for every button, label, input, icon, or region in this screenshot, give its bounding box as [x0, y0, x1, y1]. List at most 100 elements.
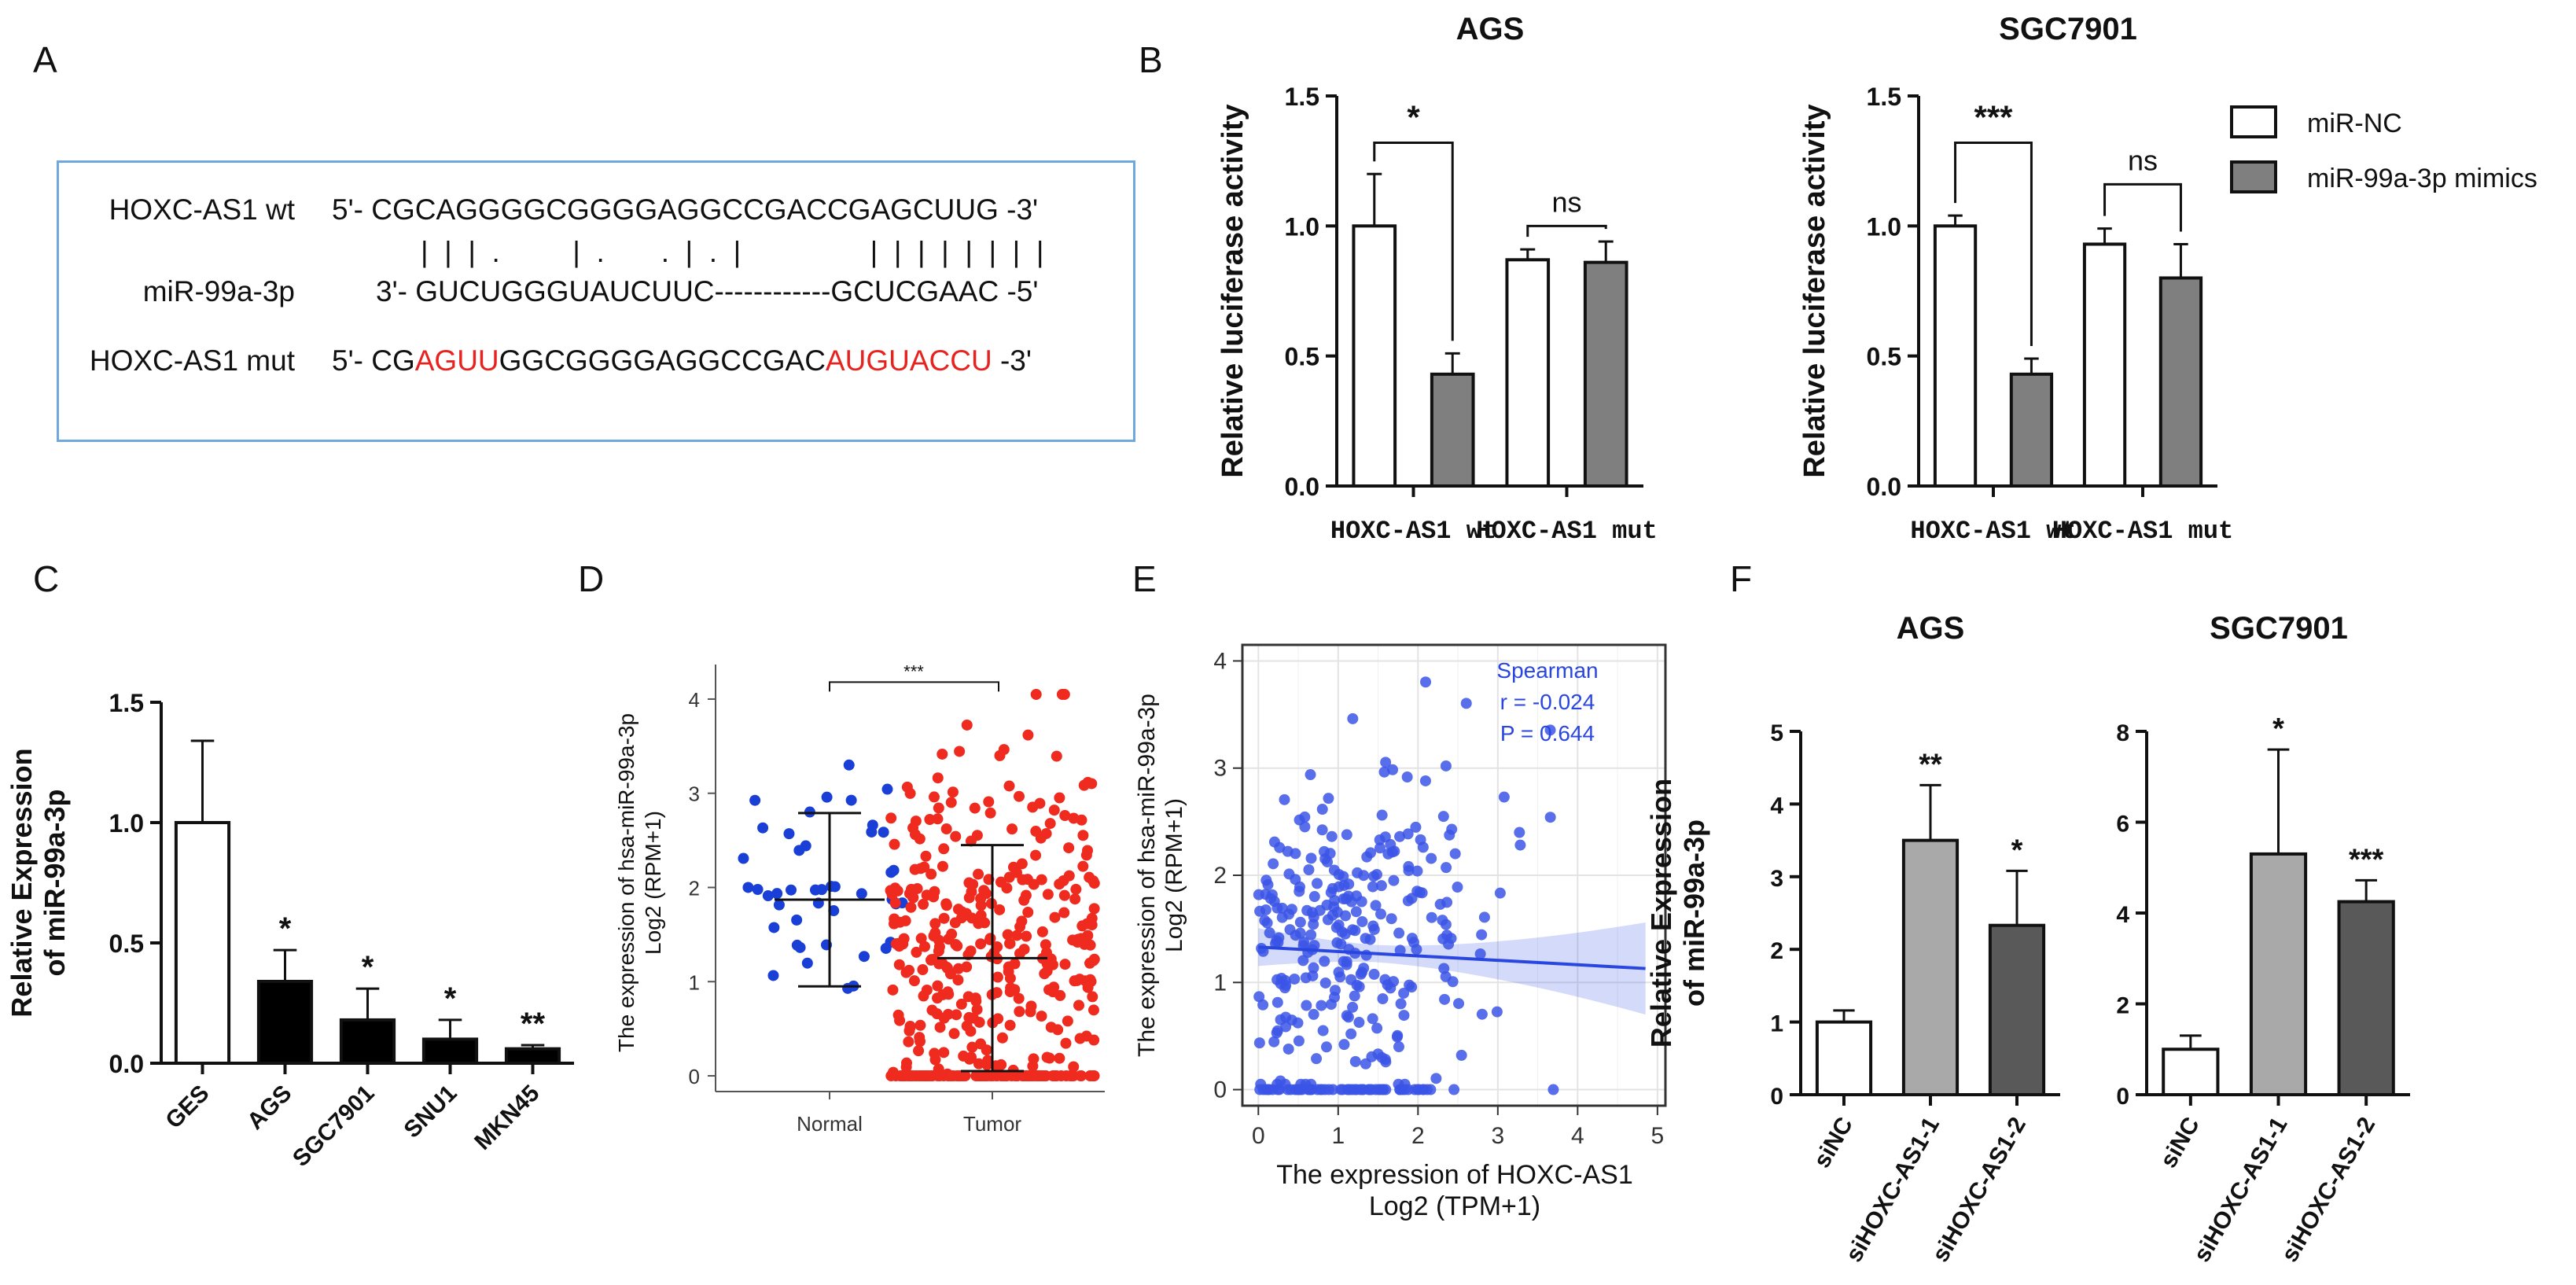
y-tick-label: 2	[689, 876, 700, 900]
data-point	[752, 884, 764, 896]
data-point	[965, 945, 977, 957]
data-point	[933, 1063, 944, 1075]
data-point	[1452, 882, 1463, 893]
data-point	[1328, 864, 1340, 876]
data-point	[888, 864, 900, 876]
data-point	[1308, 919, 1319, 930]
x-tick-label: HOXC-AS1 mut	[2052, 517, 2233, 546]
data-point	[1002, 929, 1014, 941]
y-tick-label: 1.0	[1867, 212, 1901, 241]
data-point	[1308, 1008, 1319, 1020]
legend-swatch	[2230, 160, 2277, 193]
data-point	[1379, 1054, 1391, 1066]
sequence-prefix: 5'-	[332, 344, 372, 377]
data-point	[821, 791, 833, 803]
data-point	[828, 905, 840, 917]
data-point	[1022, 907, 1034, 919]
data-point	[1402, 828, 1414, 840]
data-point	[1420, 676, 1432, 688]
data-point	[1437, 811, 1449, 823]
data-point	[768, 922, 780, 933]
data-point	[1011, 930, 1023, 941]
data-point	[749, 794, 761, 806]
y-axis-title: Relative luciferase activity	[1798, 104, 1831, 477]
data-point	[987, 1070, 999, 1082]
significance-label: *	[362, 950, 374, 985]
y-axis: 0.0 0.5 1.0 1.5	[1867, 83, 1920, 501]
data-point	[1393, 927, 1405, 939]
data-point	[1446, 823, 1458, 835]
y-axis-title: The expression of hsa-miR-99a-3p	[1134, 694, 1160, 1057]
x-tick-label: GES	[160, 1081, 214, 1134]
y-axis-title: Relative luciferase activity	[1216, 104, 1249, 477]
data-point	[1341, 1084, 1353, 1095]
y-tick-label: 0	[1770, 1084, 1783, 1110]
data-point	[1052, 1024, 1064, 1036]
x-tick-label: HOXC-AS1 mut	[1476, 517, 1657, 546]
y-axis-title: of miR-99a-3p	[39, 789, 71, 976]
data-point	[1341, 829, 1352, 841]
data-point	[1305, 769, 1316, 781]
significance-label: *	[1407, 99, 1420, 136]
data-point	[1088, 903, 1100, 915]
data-point	[951, 1009, 962, 1021]
data-point	[1284, 924, 1296, 936]
data-point	[937, 748, 948, 760]
data-point	[1338, 879, 1350, 891]
data-point	[1366, 1084, 1378, 1095]
data-point	[1048, 805, 1060, 816]
data-point	[794, 941, 806, 953]
data-point	[1437, 933, 1449, 944]
panel-label-F: F	[1730, 558, 1752, 599]
comparison-bracket	[2103, 182, 2182, 232]
y-tick-label: 1	[1770, 1011, 1783, 1037]
data-point	[1030, 826, 1042, 838]
data-point	[1063, 842, 1075, 854]
data-point	[992, 971, 1003, 983]
data-point	[1060, 1037, 1072, 1049]
data-point	[1398, 1010, 1410, 1022]
data-point	[1474, 948, 1486, 959]
data-point	[920, 850, 932, 862]
data-point	[742, 882, 754, 893]
data-point	[1338, 1039, 1350, 1051]
data-point	[1084, 939, 1096, 951]
data-point	[1430, 1073, 1442, 1084]
data-point	[1375, 908, 1387, 920]
data-point	[1476, 1008, 1488, 1020]
data-point	[1353, 981, 1365, 992]
y-tick-label: 8	[2116, 720, 2129, 746]
data-point	[1380, 757, 1392, 768]
bar	[1988, 923, 2046, 1097]
y-axis: 0.0 0.5 1.0 1.5	[109, 689, 163, 1078]
x-tick-label: MKN45	[469, 1081, 544, 1155]
y-tick-label: 2	[1770, 938, 1783, 964]
data-point	[921, 889, 933, 901]
data-point	[1082, 845, 1094, 856]
x-tick-label: Normal	[797, 1112, 863, 1136]
data-point	[952, 963, 964, 974]
legend-swatch	[2230, 105, 2277, 138]
data-point	[973, 1058, 984, 1070]
significance-label: ***	[1974, 99, 2013, 136]
data-point	[866, 826, 878, 838]
data-point	[1379, 974, 1391, 985]
data-point	[911, 946, 922, 958]
data-point	[1316, 1084, 1328, 1095]
significance-label: ns	[2128, 144, 2158, 176]
data-point	[1351, 1084, 1363, 1095]
y-tick-label: 0.0	[1285, 473, 1319, 501]
data-point	[1368, 871, 1380, 882]
data-point	[995, 1059, 1007, 1070]
data-point	[1403, 860, 1415, 872]
data-point	[1426, 852, 1437, 864]
data-point	[1544, 724, 1556, 736]
data-point	[963, 1011, 975, 1023]
data-point	[934, 1022, 946, 1033]
comparison-bracket	[1373, 142, 1454, 341]
significance-label: **	[1919, 748, 1942, 781]
x-tick-label: 0	[1252, 1123, 1265, 1149]
bar	[2009, 372, 2054, 488]
data-point	[1283, 908, 1295, 920]
data-point	[1340, 910, 1352, 922]
